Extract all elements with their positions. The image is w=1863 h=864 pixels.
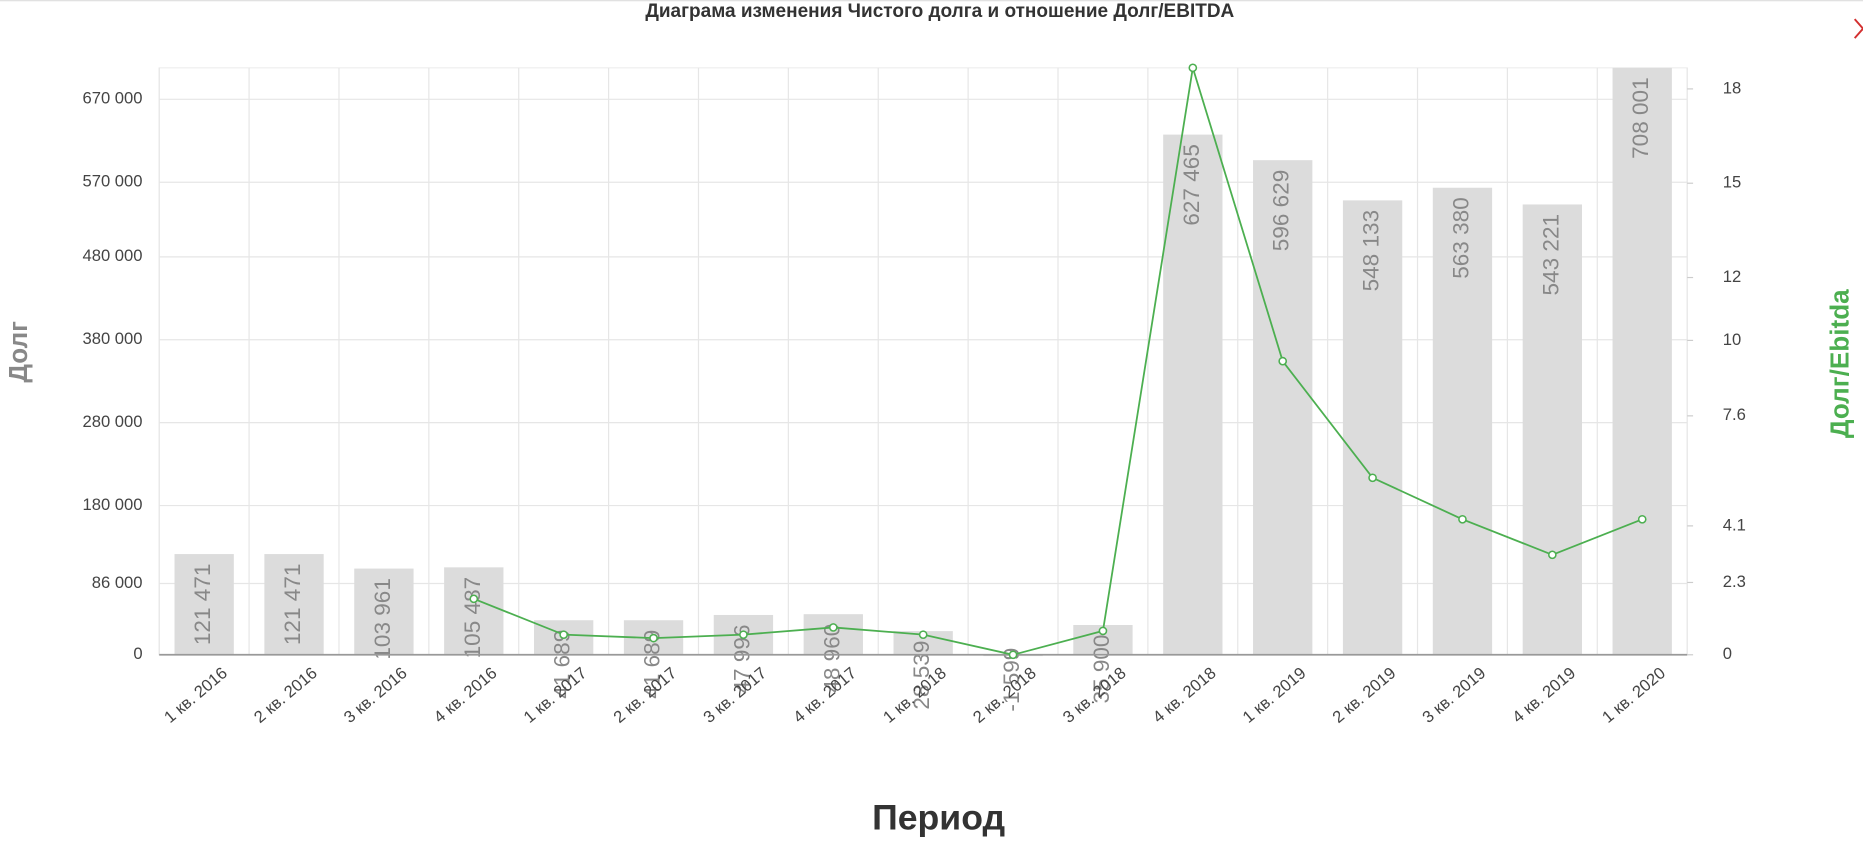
bar-value-label: 28 539	[909, 641, 934, 710]
y2-tick-label: 10	[1723, 330, 1741, 349]
line-point	[1458, 514, 1467, 524]
bar	[354, 568, 414, 655]
x-axis-title: Период	[872, 797, 1005, 837]
bar	[1163, 134, 1223, 655]
close-stroke[interactable]	[1853, 18, 1863, 30]
y-tick-label: 280 000	[82, 412, 142, 431]
bar	[1342, 200, 1403, 655]
line-point	[1278, 356, 1288, 366]
line-point	[1368, 473, 1377, 483]
line-point	[1008, 650, 1018, 660]
chart-title: Диаграма изменения Чистого долга и отнош…	[645, 1, 1234, 22]
bar	[893, 631, 953, 655]
line-point	[828, 623, 838, 632]
bar	[174, 554, 234, 655]
bar	[1253, 160, 1313, 655]
y2-tick-label: 7.6	[1723, 405, 1746, 424]
y-tick-label: 180 000	[82, 495, 142, 514]
y-tick-label: 0	[133, 644, 142, 663]
line-point	[649, 633, 658, 643]
bar-value-label: 563 380	[1448, 197, 1473, 279]
y2-tick-label: 12	[1723, 267, 1741, 286]
y2-axis-title: Долг/Ebitda	[1825, 289, 1855, 438]
y-tick-label: 570 000	[82, 172, 142, 191]
line-point	[1098, 626, 1108, 636]
bar-value-label: 708 001	[1628, 77, 1653, 159]
bar-value-label: 548 133	[1359, 210, 1384, 292]
bar	[1432, 187, 1493, 655]
y-tick-label: 380 000	[82, 329, 142, 348]
bar-value-label: 596 629	[1269, 170, 1294, 252]
line-point	[1637, 514, 1647, 524]
line-point	[1188, 63, 1198, 73]
bar-value-label: 543 221	[1538, 214, 1563, 296]
line	[473, 67, 1643, 656]
bar-value-label: 121 471	[190, 564, 215, 646]
y2-tick-label: 4.1	[1723, 515, 1746, 534]
bar-value-label: 41 689	[550, 630, 575, 699]
y2-tick-label: 18	[1723, 78, 1741, 97]
line-point	[918, 630, 928, 639]
line-point	[559, 630, 569, 639]
bar-value-label: 35 900	[1089, 635, 1114, 704]
y-tick-label: 670 000	[82, 89, 142, 108]
bar-value-label: 627 465	[1179, 144, 1204, 226]
bar-value-label: 103 961	[370, 578, 395, 660]
bar-value-label: 121 471	[280, 564, 305, 646]
y2-tick-label: 0	[1723, 644, 1732, 663]
line-point	[1548, 550, 1557, 560]
line-point	[739, 630, 748, 639]
bar	[803, 614, 863, 655]
y-axis-title: Долг	[3, 321, 33, 383]
bar-value-label: 48 960	[819, 624, 844, 693]
close-stroke[interactable]	[1853, 28, 1863, 39]
bar	[264, 554, 324, 655]
y-tick-label: 86 000	[92, 573, 143, 592]
bar-value-label: 105 487	[460, 577, 485, 659]
bar	[1612, 67, 1672, 655]
y2-tick-label: 2.3	[1723, 572, 1746, 591]
y-tick-label: 480 000	[82, 246, 142, 265]
bar	[1522, 204, 1582, 655]
bar	[444, 567, 504, 655]
line-point	[469, 594, 479, 604]
y2-tick-label: 15	[1723, 173, 1741, 192]
close-icon[interactable]	[1853, 18, 1863, 39]
